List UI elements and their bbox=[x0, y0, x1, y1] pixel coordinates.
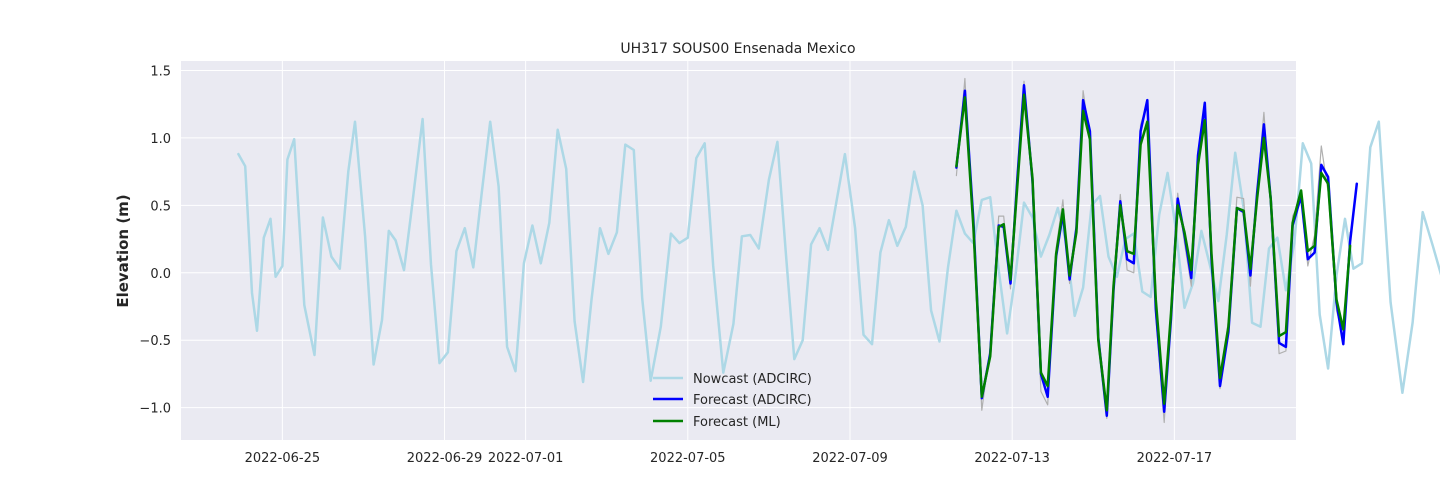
y-tick-label: 0.5 bbox=[150, 199, 171, 214]
y-axis-label: Elevation (m) bbox=[114, 194, 132, 307]
y-tick-label: 1.0 bbox=[150, 132, 171, 147]
legend: Nowcast (ADCIRC) Forecast (ADCIRC) Forec… bbox=[653, 372, 812, 430]
x-axis: 2022-06-25 2022-06-29 2022-07-01 2022-07-05… bbox=[245, 451, 1213, 466]
x-tick-label: 2022-07-13 bbox=[974, 451, 1050, 466]
x-tick-label: 2022-06-29 bbox=[407, 451, 483, 466]
series-line-forecast-ml bbox=[955, 93, 1352, 412]
y-tick-label: −1.0 bbox=[139, 402, 171, 417]
series-line-nowcast-adcirc bbox=[237, 117, 1440, 395]
y-tick-label: 1.5 bbox=[150, 64, 171, 79]
legend-label-nowcast: Nowcast (ADCIRC) bbox=[693, 372, 812, 387]
y-axis: 1.5 1.0 0.5 0.0 −0.5 −1.0 bbox=[139, 64, 171, 416]
y-tick-label: 0.0 bbox=[150, 267, 171, 282]
legend-label-forecast-adcirc: Forecast (ADCIRC) bbox=[693, 393, 812, 408]
x-tick-label: 2022-07-17 bbox=[1137, 451, 1213, 466]
chart-title: UH317 SOUS00 Ensenada Mexico bbox=[620, 41, 855, 57]
x-tick-label: 2022-06-25 bbox=[245, 451, 321, 466]
legend-label-forecast-ml: Forecast (ML) bbox=[693, 415, 781, 430]
series-layer bbox=[237, 77, 1440, 424]
x-tick-label: 2022-07-05 bbox=[650, 451, 726, 466]
y-tick-label: −0.5 bbox=[139, 334, 171, 349]
x-tick-label: 2022-07-09 bbox=[812, 451, 888, 466]
x-tick-label: 2022-07-01 bbox=[488, 451, 564, 466]
